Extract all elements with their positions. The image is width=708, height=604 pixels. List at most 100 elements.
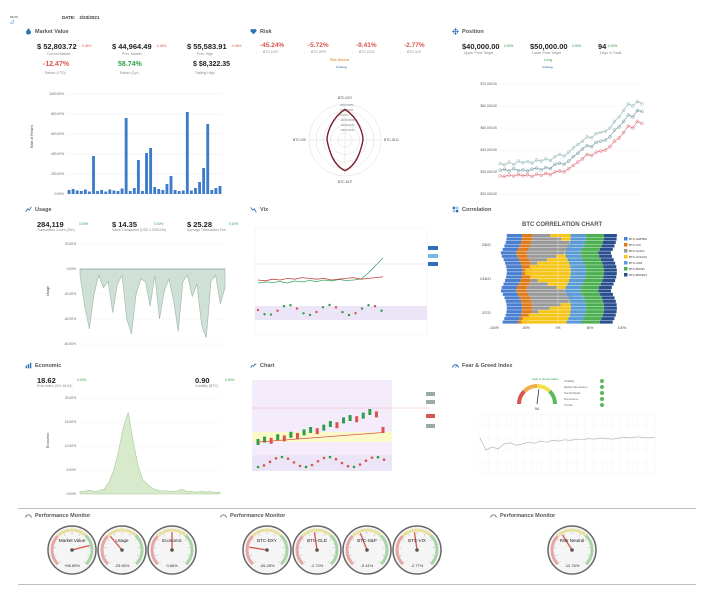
correlation-bar-segment: [583, 296, 602, 300]
vix-candlestick-chart[interactable]: [250, 228, 440, 336]
data-point: [580, 139, 585, 143]
gauge-tick: [179, 533, 181, 536]
indicator-point: [373, 305, 377, 308]
data-point: [617, 136, 621, 140]
correlation-bar-segment: [556, 254, 566, 258]
data-point: [521, 173, 525, 178]
indicator-point: [274, 457, 278, 460]
correlation-bar-segment: [530, 296, 573, 300]
gauge-tick: [379, 539, 382, 541]
gauge-zone: [295, 535, 304, 566]
correlation-bar-segment: [505, 313, 521, 317]
gauge-zone: [56, 528, 87, 538]
gauge-label: BTC-S&P: [357, 538, 377, 543]
separator-line: [18, 508, 696, 509]
radar-axis-label: BTC-GLD: [384, 138, 399, 142]
data-point: [502, 163, 507, 167]
status-dot: [600, 385, 604, 389]
y-tick-label: 0.00%: [67, 492, 76, 496]
data-point: [603, 129, 608, 134]
y-tick-label: 400.00%: [51, 152, 64, 156]
correlation-bar-segment: [585, 303, 604, 307]
stat-label: BTC-VIX: [407, 50, 421, 54]
gauge-tick: [154, 554, 157, 556]
legend-swatch: [624, 255, 628, 259]
price-candlestick-chart[interactable]: [250, 380, 440, 487]
bar: [145, 153, 148, 194]
gauge-title: Fear & Greed Index: [532, 377, 559, 381]
gauge-zone: [301, 528, 332, 538]
radar-tick-label: -4000.00%: [340, 128, 355, 132]
gauge-icon: [490, 514, 497, 518]
correlation-stacked-bar-chart: 2/6/21 2/16/21 2/7/21 -100% -50% 0% 50% 100% BTC…: [480, 234, 647, 330]
correlation-bar-segment: [502, 320, 518, 324]
gauge-zone: [345, 535, 354, 566]
radar-axis-label: BTC-SLP: [338, 180, 353, 184]
stat-value: -12.47%: [43, 61, 70, 68]
data-point: [534, 158, 539, 162]
indicator-point: [367, 303, 370, 307]
data-point: [635, 99, 640, 104]
correlation-bar-segment: [518, 282, 530, 286]
gauge-zone: [150, 535, 159, 566]
indicator-point: [304, 465, 308, 469]
data-point: [498, 161, 502, 166]
gauge-tick: [252, 539, 255, 541]
gauge-needle: [536, 389, 540, 405]
data-point: [498, 168, 502, 172]
gauge-tick: [133, 561, 135, 563]
y-axis-label: Usage: [46, 286, 50, 296]
bar: [169, 176, 173, 194]
legend-label: BTC-GOLD: [629, 249, 645, 253]
y-tick-label: 20.00%: [65, 242, 76, 246]
correlation-bar-segment: [603, 299, 616, 303]
correlation-bar-segment: [564, 289, 581, 293]
correlation-bar-segment: [580, 251, 599, 255]
correlation-bar-segment: [569, 299, 586, 303]
y-tick-label: 0.00%: [55, 192, 64, 196]
risk-radar-chart: 2000.00%1000.00%0.00%-2000.00%-3000.00%-…: [293, 96, 399, 184]
bar: [165, 184, 169, 194]
correlation-bar-segment: [586, 268, 605, 272]
legend-swatch: [624, 249, 628, 253]
data-point: [599, 139, 603, 143]
indicator-point: [282, 305, 286, 308]
correlation-bar-segment: [602, 261, 616, 265]
correlation-bar-segment: [537, 279, 570, 283]
data-point: [576, 151, 580, 156]
bar: [96, 191, 100, 194]
correlation-bar-segment: [584, 261, 603, 265]
gauge-tick: [554, 554, 557, 556]
indicator-point: [322, 456, 326, 460]
gauge-tick: [408, 533, 410, 536]
indicator-point: [268, 460, 272, 464]
fear-greed-line-chart: [479, 413, 656, 475]
gauge-tick: [563, 533, 565, 536]
status-dot: [600, 397, 604, 401]
gauge-tick: [104, 554, 107, 556]
price-tag: [428, 254, 438, 258]
gauge-tick: [274, 533, 276, 536]
stat-pct: 0.00%: [154, 222, 164, 226]
correlation-bar-segment: [565, 285, 582, 289]
panel-title: Correlation: [462, 206, 492, 213]
correlation-bar-segment: [581, 285, 600, 289]
correlation-bar-segment: [530, 261, 538, 265]
stat-value: -45.24%: [260, 42, 285, 49]
correlation-bar-segment: [532, 303, 561, 307]
data-point: [525, 173, 530, 177]
legend-swatch: [624, 267, 628, 271]
gauge-tick: [157, 539, 160, 541]
correlation-bar-segment: [532, 310, 539, 314]
gauge-label: BTC-GLD: [307, 538, 328, 543]
stat-value: $ 44,964.49: [112, 42, 152, 51]
gauge-zone: [329, 534, 339, 566]
bar: [136, 160, 140, 194]
indicator-point: [370, 456, 374, 459]
bar: [218, 186, 222, 194]
candlestick: [335, 422, 339, 429]
data-point: [566, 159, 571, 163]
correlation-bar-segment: [585, 299, 604, 303]
bar: [83, 189, 87, 194]
gauge-tick: [83, 561, 85, 563]
